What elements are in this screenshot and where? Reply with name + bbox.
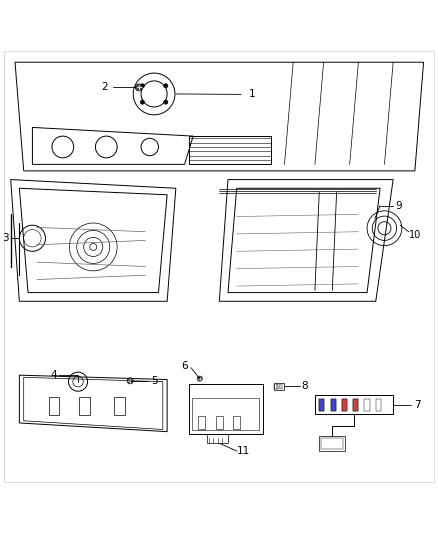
Circle shape (140, 84, 145, 88)
Bar (319, 399, 325, 411)
Circle shape (164, 84, 168, 88)
Text: 4: 4 (50, 370, 57, 380)
Bar (321, 438, 343, 449)
Bar (280, 384, 282, 389)
Bar (364, 399, 370, 411)
Bar (277, 384, 279, 389)
Bar (319, 399, 325, 411)
Text: 2: 2 (101, 83, 107, 92)
Bar (192, 398, 259, 430)
Text: 9: 9 (395, 200, 402, 211)
Circle shape (140, 100, 145, 104)
Circle shape (127, 378, 133, 384)
Bar (342, 399, 347, 411)
Bar (315, 395, 393, 414)
Bar (79, 397, 90, 415)
Circle shape (135, 84, 142, 91)
Text: 6: 6 (181, 361, 188, 370)
Text: 11: 11 (237, 446, 250, 456)
Text: 1: 1 (249, 90, 255, 99)
Bar (353, 399, 358, 411)
Text: 8: 8 (302, 382, 308, 391)
Bar (189, 384, 263, 434)
Bar (331, 399, 336, 411)
Bar (198, 416, 205, 429)
Bar (319, 436, 345, 451)
Bar (233, 416, 240, 429)
Text: 7: 7 (414, 400, 420, 410)
Bar (207, 434, 229, 443)
Circle shape (164, 100, 168, 104)
Circle shape (197, 376, 202, 381)
Bar (216, 416, 223, 429)
Bar (353, 399, 358, 411)
Bar (114, 397, 124, 415)
Bar (275, 384, 277, 389)
Bar (274, 383, 285, 390)
Bar (49, 397, 60, 415)
Text: 10: 10 (409, 230, 421, 240)
Bar (342, 399, 347, 411)
Bar (376, 399, 381, 411)
Bar (331, 399, 336, 411)
Text: 3: 3 (2, 233, 9, 243)
Text: 5: 5 (151, 376, 157, 386)
